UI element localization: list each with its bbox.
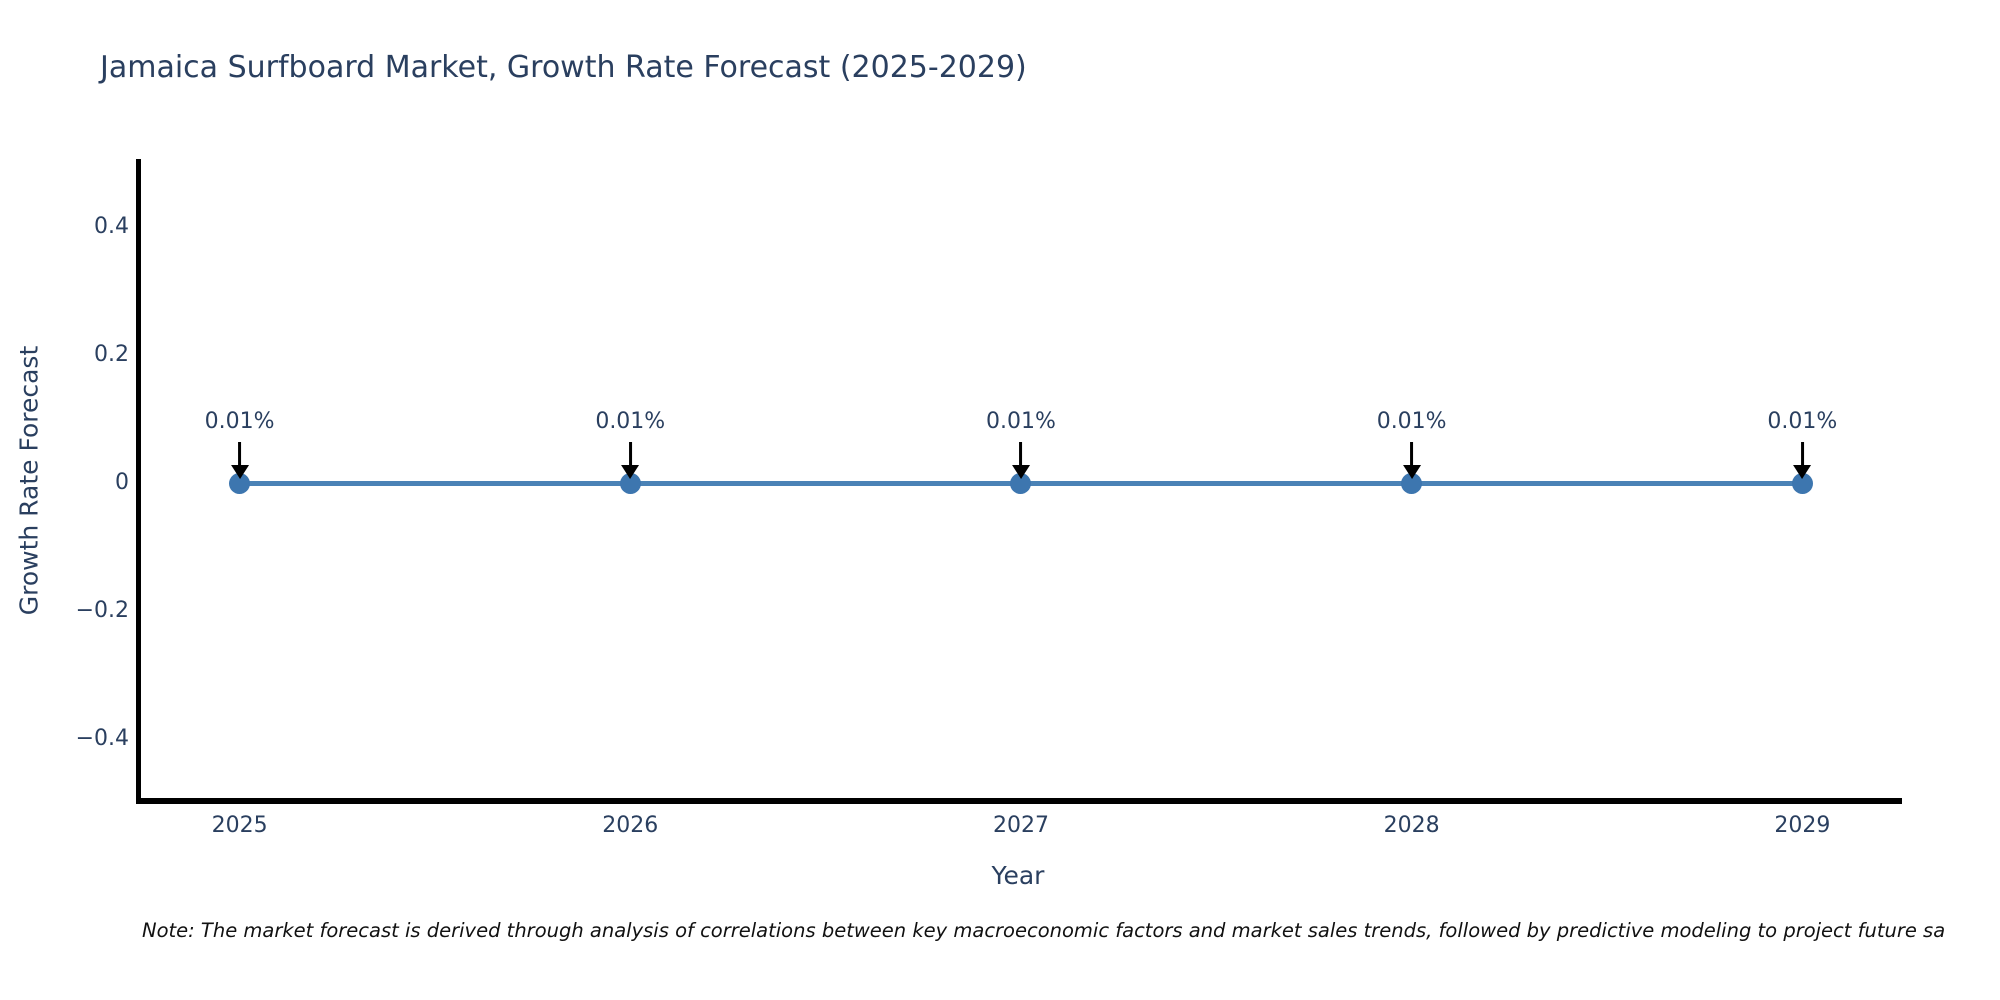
annotation-arrow-shaft <box>1410 442 1414 466</box>
y-tick-label: 0.4 <box>94 214 129 240</box>
annotation-arrow-head-icon <box>230 465 249 480</box>
y-tick-label: −0.2 <box>75 598 129 624</box>
data-point-label: 0.01% <box>595 409 666 435</box>
annotation-arrow-head-icon <box>1011 465 1030 480</box>
x-tick-label: 2026 <box>602 813 659 838</box>
x-tick-label: 2025 <box>211 813 268 838</box>
data-point-annotation: 0.01% <box>1767 408 1838 480</box>
annotation-arrow-head-icon <box>621 465 640 480</box>
chart-title: Jamaica Surfboard Market, Growth Rate Fo… <box>100 50 1027 85</box>
data-point-annotation: 0.01% <box>1376 408 1447 480</box>
data-point-label: 0.01% <box>1767 409 1838 435</box>
x-axis-title: Year <box>991 861 1045 890</box>
annotation-arrow-head-icon <box>1793 465 1812 480</box>
x-tick-label: 2027 <box>992 813 1049 838</box>
annotation-arrow-shaft <box>1019 442 1023 466</box>
footnote: Note: The market forecast is derived thr… <box>142 919 1946 942</box>
data-point-label: 0.01% <box>1376 409 1447 435</box>
annotation-arrow-shaft <box>628 442 632 466</box>
annotation-arrow-shaft <box>1800 442 1804 466</box>
data-point-annotation: 0.01% <box>986 408 1056 480</box>
annotation-arrow-shaft <box>238 442 242 466</box>
y-axis-line <box>136 159 141 804</box>
data-point-annotation: 0.01% <box>595 408 666 480</box>
y-tick-label: −0.4 <box>75 726 129 752</box>
data-point-annotation: 0.01% <box>204 408 275 480</box>
x-axis-line <box>136 798 1902 804</box>
data-point-label: 0.01% <box>986 409 1056 435</box>
x-tick-label: 2029 <box>1774 813 1831 838</box>
y-tick-label: 0 <box>115 470 129 496</box>
annotation-arrow-head-icon <box>1402 465 1421 480</box>
x-tick-label: 2028 <box>1383 813 1440 838</box>
y-tick-label: 0.2 <box>94 342 129 368</box>
data-point-label: 0.01% <box>204 409 275 435</box>
